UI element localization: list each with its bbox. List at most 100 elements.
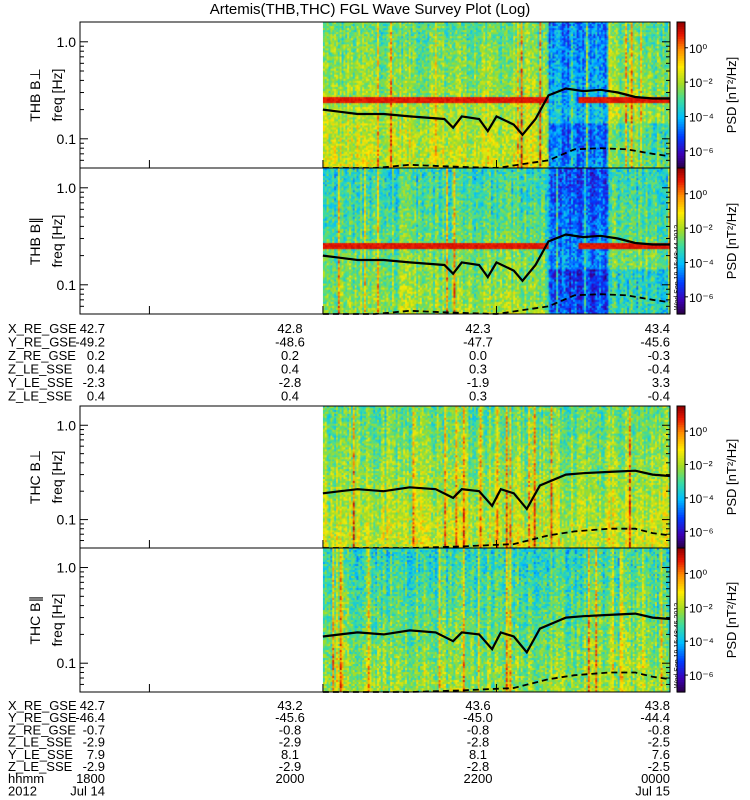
colorbar-segment bbox=[677, 622, 685, 626]
colorbar-segment bbox=[677, 299, 685, 303]
colorbar-3: 10⁰ 10⁻² 10⁻⁴ 10⁻⁶ PSD [nT²/Hz] bbox=[676, 547, 739, 693]
colorbar-segment bbox=[677, 503, 685, 506]
colorbar-segment bbox=[677, 284, 685, 288]
ephemeris-value: 42.3 bbox=[465, 321, 490, 336]
chart-title: Artemis(THB,THC) FGL Wave Survey Plot (L… bbox=[210, 1, 531, 18]
ephemeris-label: Y_RE_GSE bbox=[8, 710, 77, 725]
colorbar-segment bbox=[677, 107, 685, 111]
colorbar-segment bbox=[677, 114, 685, 118]
ephemeris-value: -48.6 bbox=[275, 335, 305, 350]
colorbar-segment bbox=[677, 255, 685, 259]
colorbar-segment bbox=[677, 472, 685, 476]
colorbar-segment bbox=[677, 141, 685, 145]
colorbar-segment bbox=[677, 488, 685, 492]
cyclotron-curve-solid bbox=[322, 469, 671, 511]
colorbar-segment bbox=[677, 636, 685, 640]
ephemeris-value: 8.1 bbox=[281, 747, 299, 762]
ephemeris-label: Y_LE_SSE bbox=[8, 375, 73, 390]
colorbar-tick-label: 10⁻² bbox=[689, 458, 713, 472]
spectrogram-panels: 1.0 0.1 THB B⊥ freq [Hz] 1.0 0.1 THB B∥ freq [H… bbox=[27, 21, 681, 693]
colorbar-segment bbox=[677, 296, 685, 300]
colorbar-segment bbox=[677, 214, 685, 218]
ephemeris-value: -2.3 bbox=[83, 375, 105, 390]
colorbar-segment bbox=[677, 467, 685, 471]
ephemeris-value: -0.4 bbox=[648, 362, 670, 377]
colorbar-segment bbox=[677, 458, 685, 462]
ephemeris-value: -46.4 bbox=[75, 710, 105, 725]
ephemeris-value: -0.8 bbox=[648, 722, 670, 737]
spectrogram-thc-bperp bbox=[322, 406, 670, 548]
colorbar-segment bbox=[677, 133, 685, 137]
colorbar-segment bbox=[677, 289, 685, 293]
colorbar-segment bbox=[677, 192, 685, 196]
colorbar-label: PSD [nT²/Hz] bbox=[724, 203, 739, 280]
colorbar-segment bbox=[677, 119, 685, 123]
colorbar-segment bbox=[677, 56, 685, 60]
colorbar-tick-label: 10⁻⁴ bbox=[689, 256, 714, 270]
ephemeris-value: 43.4 bbox=[645, 321, 670, 336]
colorbar-segment bbox=[677, 505, 685, 509]
colorbar-tick-label: 10⁻⁴ bbox=[689, 110, 714, 124]
colorbar-segment bbox=[677, 429, 685, 433]
spectrogram-thb-bpar bbox=[322, 168, 670, 314]
ephemeris-label: Y_RE_GSE bbox=[8, 335, 77, 350]
colorbar-segment bbox=[677, 43, 685, 47]
colorbar-segment bbox=[677, 272, 685, 276]
colorbar-segment bbox=[677, 241, 685, 245]
colorbar-segment bbox=[677, 243, 685, 247]
panel-label: THB B⊥ bbox=[27, 68, 43, 121]
colorbar-segment bbox=[677, 536, 685, 540]
ephemeris-value: 3.3 bbox=[652, 375, 670, 390]
colorbar-segment bbox=[677, 126, 685, 130]
ephemeris-value: 42.8 bbox=[277, 321, 302, 336]
colorbar-segment bbox=[677, 116, 685, 120]
colorbar-segment bbox=[677, 63, 685, 67]
colorbar-segment bbox=[677, 146, 685, 150]
colorbar-segment bbox=[677, 617, 685, 621]
colorbar-segment bbox=[677, 258, 685, 262]
colorbar-segment bbox=[677, 653, 685, 657]
colorbar-segment bbox=[677, 413, 685, 417]
colorbar-segment bbox=[677, 233, 685, 237]
cyclotron-curve-solid bbox=[322, 612, 671, 655]
colorbar-segment bbox=[677, 574, 685, 578]
colorbar-label: PSD [nT²/Hz] bbox=[724, 582, 739, 659]
colorbar-segment bbox=[677, 112, 685, 116]
colorbar-segment bbox=[677, 129, 685, 133]
colorbar-segment bbox=[677, 60, 685, 64]
colorbar-segment bbox=[677, 270, 685, 274]
colorbar-segment bbox=[677, 417, 685, 421]
panel-label: THC B∥ bbox=[27, 596, 43, 645]
ephemeris-value: 42.7 bbox=[80, 698, 105, 713]
colorbar-segment bbox=[677, 634, 685, 638]
colorbar-segment bbox=[677, 665, 685, 669]
ephemeris-value: Jul 15 bbox=[635, 783, 670, 798]
colorbar-segment bbox=[677, 422, 685, 426]
colorbar-segment bbox=[677, 689, 685, 693]
ephemeris-value: 2200 bbox=[464, 771, 493, 786]
freq-tick-label: 0.1 bbox=[57, 655, 77, 671]
colorbar-segment bbox=[677, 660, 685, 664]
colorbar-0: 10⁰ 10⁻² 10⁻⁴ 10⁻⁶ PSD [nT²/Hz] bbox=[676, 21, 739, 169]
colorbar-segment bbox=[677, 53, 685, 57]
panel-thb-bperp: 1.0 0.1 THB B⊥ freq [Hz] bbox=[27, 21, 671, 169]
ephemeris-value: 0.2 bbox=[281, 348, 299, 363]
ephemeris-label: hhmm bbox=[8, 771, 44, 786]
colorbar-2: 10⁰ 10⁻² 10⁻⁴ 10⁻⁶ PSD [nT²/Hz] bbox=[676, 405, 739, 549]
colorbar-tick-label: 10⁻² bbox=[689, 222, 713, 236]
ephemeris-value: 42.7 bbox=[80, 321, 105, 336]
colorbar-segment bbox=[677, 70, 685, 74]
colorbar-segment bbox=[677, 581, 685, 585]
ephemeris-value: 8.1 bbox=[469, 747, 487, 762]
colorbar-segment bbox=[677, 68, 685, 72]
ephemeris-value: 0.4 bbox=[281, 389, 299, 404]
colorbar-segment bbox=[677, 180, 685, 184]
colorbar-segment bbox=[677, 684, 685, 688]
ephemeris-value: -0.8 bbox=[279, 722, 301, 737]
colorbar-segment bbox=[677, 177, 685, 181]
colorbar-segment bbox=[677, 588, 685, 592]
ephemeris-label: Z_LE_SSE bbox=[8, 389, 73, 404]
colorbar-segment bbox=[677, 187, 685, 191]
